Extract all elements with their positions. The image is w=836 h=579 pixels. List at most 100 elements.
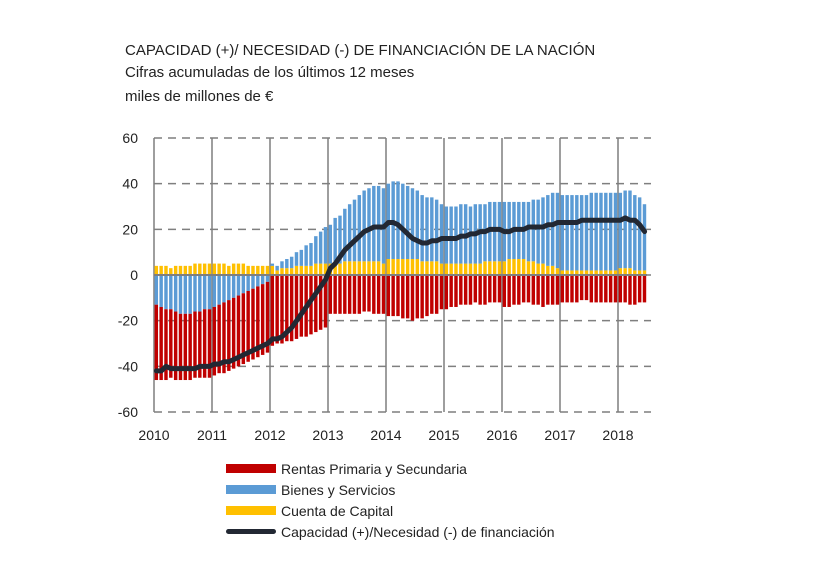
bar-rentas xyxy=(173,311,178,381)
line-capacidad-necesidad xyxy=(153,215,648,374)
bar-bienes xyxy=(618,192,623,269)
bar-bienes xyxy=(164,275,168,310)
x-tick-label: 2015 xyxy=(428,427,459,443)
y-tick-label: -40 xyxy=(118,358,138,374)
bar-capital xyxy=(613,270,618,275)
bar-capital xyxy=(521,259,526,275)
bar-capital xyxy=(256,265,260,275)
bar-rentas xyxy=(473,275,478,303)
bar-rentas xyxy=(497,275,502,303)
bar-rentas xyxy=(154,304,159,381)
bar-capital xyxy=(294,265,299,275)
bar-capital xyxy=(280,268,284,275)
y-tick-label: 40 xyxy=(122,176,138,192)
x-tick-label: 2012 xyxy=(254,427,285,443)
legend-label: Cuenta de Capital xyxy=(281,502,394,519)
bar-capital xyxy=(560,270,565,275)
bar-bienes xyxy=(231,275,236,298)
bar-capital xyxy=(212,263,217,275)
bar-capital xyxy=(251,265,255,275)
chart-subtitle: Cifras acumuladas de los últimos 12 mese… xyxy=(125,64,415,81)
bar-capital xyxy=(241,263,246,275)
bar-capital xyxy=(352,261,357,275)
bar-rentas xyxy=(589,275,594,303)
bar-bienes xyxy=(599,192,603,271)
bar-capital xyxy=(198,263,202,275)
bar-capital xyxy=(347,261,352,275)
legend-item-rentas: Rentas Primaria y Secundaria xyxy=(226,458,555,479)
bar-bienes xyxy=(318,231,323,264)
bar-rentas xyxy=(323,275,328,328)
legend-swatch-line xyxy=(226,529,276,534)
bar-rentas xyxy=(246,290,250,362)
bar-capital xyxy=(357,261,362,275)
bar-rentas xyxy=(338,275,342,314)
bar-capital xyxy=(401,259,405,275)
bar-bienes xyxy=(260,275,265,285)
bar-capital xyxy=(386,259,391,275)
bar-bienes xyxy=(430,197,434,262)
bar-rentas xyxy=(608,275,613,303)
bar-capital xyxy=(154,265,159,275)
legend-swatch-capital xyxy=(226,506,276,515)
bar-capital xyxy=(575,270,579,275)
bar-rentas xyxy=(260,284,265,355)
bar-capital xyxy=(439,263,444,275)
bar-bienes xyxy=(372,185,376,262)
bar-rentas xyxy=(478,275,482,305)
bar-rentas xyxy=(328,275,333,314)
bar-bienes xyxy=(178,275,183,314)
bar-bienes xyxy=(169,275,173,310)
bar-rentas xyxy=(285,275,289,342)
bar-bienes xyxy=(202,275,207,310)
bar-bienes xyxy=(536,199,540,264)
bar-capital xyxy=(584,270,589,275)
bar-capital xyxy=(637,270,642,275)
bar-capital xyxy=(188,265,192,275)
bar-capital xyxy=(333,261,337,275)
bar-rentas xyxy=(430,275,434,314)
bar-rentas xyxy=(386,275,391,317)
bar-rentas xyxy=(623,275,627,303)
bar-rentas xyxy=(454,275,458,307)
bar-capital xyxy=(468,263,473,275)
bar-rentas xyxy=(188,313,192,381)
bar-bienes xyxy=(425,197,429,262)
bar-rentas xyxy=(633,275,637,305)
bar-capital xyxy=(425,261,429,275)
bar-rentas xyxy=(367,275,371,312)
bar-rentas xyxy=(347,275,352,314)
x-tick-label: 2017 xyxy=(544,427,575,443)
bar-capital xyxy=(318,263,323,275)
bar-bienes xyxy=(628,190,632,269)
bar-rentas xyxy=(531,275,536,305)
bar-rentas xyxy=(405,275,410,319)
bar-bienes xyxy=(546,195,550,266)
bar-capital xyxy=(434,261,439,275)
bar-rentas xyxy=(642,275,647,303)
bar-bienes xyxy=(173,275,178,312)
y-axis-unit-label: miles de millones de € xyxy=(125,88,274,105)
bar-rentas xyxy=(517,275,521,305)
legend: Rentas Primaria y Secundaria Bienes y Se… xyxy=(226,458,555,542)
y-tick-label: -60 xyxy=(118,404,138,420)
bar-capital xyxy=(323,263,328,275)
bar-bienes xyxy=(323,227,328,264)
bar-rentas xyxy=(183,313,188,381)
x-tick-label: 2014 xyxy=(370,427,401,443)
bar-capital xyxy=(608,270,613,275)
bar-bienes xyxy=(198,275,202,312)
bar-rentas xyxy=(198,311,202,378)
bar-capital xyxy=(555,268,560,275)
bar-capital xyxy=(391,259,395,275)
bar-bienes xyxy=(633,195,637,271)
bar-bienes xyxy=(367,188,371,262)
bar-rentas xyxy=(222,302,226,374)
bar-capital xyxy=(270,265,275,275)
bar-bienes xyxy=(183,275,188,314)
x-tick-label: 2011 xyxy=(197,427,227,443)
bar-bienes xyxy=(570,195,574,271)
bar-rentas xyxy=(164,309,168,381)
legend-label: Rentas Primaria y Secundaria xyxy=(281,460,467,477)
